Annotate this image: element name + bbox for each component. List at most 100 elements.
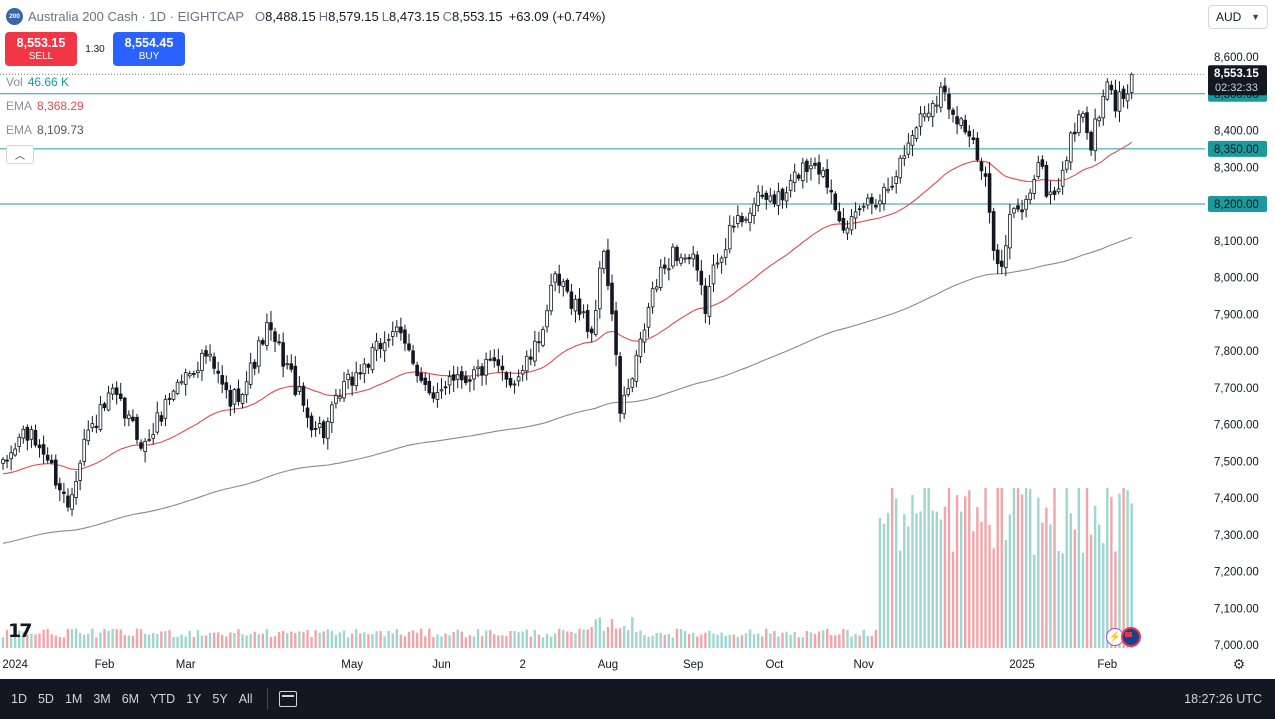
timeframe-5y[interactable]: 5Y <box>212 692 228 706</box>
candle-body <box>1044 164 1049 197</box>
candle-body <box>1068 132 1073 163</box>
volume-bar <box>805 631 809 648</box>
volume-bar <box>273 636 277 648</box>
candle-body <box>386 338 391 341</box>
volume-bar <box>375 631 378 648</box>
gear-icon[interactable]: ⚙ <box>1232 655 1246 672</box>
candle-body <box>1105 81 1110 100</box>
volume-bar <box>769 633 772 648</box>
volume-bar <box>428 628 431 648</box>
candle-body <box>29 429 34 440</box>
candle-countdown: 02:32:33 <box>1215 82 1258 94</box>
candle-body <box>1056 188 1061 193</box>
volume-legend[interactable]: Vol 46.66 K <box>6 75 69 89</box>
candle-body <box>244 381 249 396</box>
ema-fast-legend[interactable]: EMA 8,368.29 <box>6 99 84 113</box>
candle-body <box>898 157 903 179</box>
candle-body <box>350 376 354 386</box>
timeframe-3m[interactable]: 3M <box>93 692 111 706</box>
volume-bar <box>915 513 918 648</box>
utc-clock[interactable]: 18:27:26 UTC <box>1184 692 1262 706</box>
volume-bar <box>797 637 800 648</box>
sell-button[interactable]: 8,553.15 SELL <box>5 32 77 66</box>
volume-bar <box>196 630 200 648</box>
tradingview-logo-icon[interactable]: 17 <box>8 620 32 642</box>
symbol-title[interactable]: Australia 200 Cash · 1D · EIGHTCAP <box>28 8 245 24</box>
candle-body <box>208 353 212 357</box>
australia-flag-icon[interactable] <box>1121 627 1141 647</box>
volume-bar <box>302 632 305 648</box>
volume-bar <box>598 617 602 648</box>
ema-fast-line <box>2 141 1133 475</box>
volume-bar <box>476 629 480 648</box>
volume-bar <box>1102 543 1105 648</box>
candle-body <box>529 356 533 360</box>
candle-body <box>614 310 618 355</box>
candle-body <box>813 162 817 166</box>
volume-legend-label: Vol <box>6 75 23 89</box>
timeframe-1y[interactable]: 1Y <box>186 692 202 706</box>
candle-body <box>334 395 338 404</box>
candle-body <box>224 382 229 391</box>
timeframe-5d[interactable]: 5D <box>37 692 54 706</box>
timeframe-1m[interactable]: 1M <box>64 692 83 706</box>
price-axis-label: 7,700.00 <box>1214 383 1259 395</box>
volume-bar <box>748 629 752 648</box>
open-key: O <box>255 8 266 24</box>
volume-bar <box>505 636 508 648</box>
candle-body <box>443 386 448 389</box>
candle-body <box>159 415 164 422</box>
candle-body <box>853 211 858 219</box>
symbol-header[interactable]: 200 Australia 200 Cash · 1D · EIGHTCAP O… <box>6 7 605 25</box>
timeframe-all[interactable]: All <box>238 692 253 706</box>
price-axis-label: 8,400.00 <box>1214 126 1259 138</box>
candle-body <box>865 197 870 206</box>
buy-button[interactable]: 8,554.45 BUY <box>113 32 185 66</box>
volume-bar <box>647 636 650 648</box>
time-axis-label: Nov <box>853 659 874 671</box>
candle-body <box>236 388 241 402</box>
volume-bar <box>830 634 833 648</box>
candle-body <box>423 377 428 385</box>
volume-bar <box>42 629 45 648</box>
volume-bar <box>176 636 179 648</box>
time-axis[interactable]: 2024 Feb Mar May Jun 2 Aug Sep Oct Nov 2025 Feb <box>2 659 1117 671</box>
volume-bar <box>452 631 455 648</box>
volume-bar <box>793 632 796 648</box>
volume-bar <box>135 628 139 648</box>
volume-bar <box>732 634 735 648</box>
volume-bar <box>22 631 25 648</box>
candle-body <box>354 372 359 386</box>
volume-bar <box>752 634 756 648</box>
volume-bar <box>221 634 224 648</box>
calendar-icon[interactable] <box>278 691 297 707</box>
timeframe-6m[interactable]: 6M <box>121 692 140 706</box>
candle-body <box>719 257 724 263</box>
price-chart[interactable]: 7,000.00 7,100.00 7,200.00 7,300.00 7,400.00… <box>0 0 1275 679</box>
currency-select[interactable]: AUD ▼ <box>1208 5 1268 29</box>
volume-bar <box>728 635 731 648</box>
volume-bar <box>395 629 399 648</box>
volume-bar <box>890 488 894 648</box>
candle-body <box>155 412 160 433</box>
volume-bar <box>257 634 260 648</box>
volume-bar <box>574 633 577 648</box>
collapse-legend-button[interactable]: ︿ <box>6 145 34 164</box>
candle-body <box>914 127 919 139</box>
candle-body <box>947 93 951 110</box>
timeframe-1d[interactable]: 1D <box>11 692 27 706</box>
candle-body <box>849 216 854 231</box>
candle-body <box>573 298 578 312</box>
candle-body <box>399 326 403 334</box>
volume-bar <box>549 636 553 648</box>
candle-body <box>366 364 371 368</box>
volume-bar <box>696 636 699 648</box>
ema-slow-legend[interactable]: EMA 8,109.73 <box>6 123 84 137</box>
volume-bar <box>744 633 748 648</box>
candle-body <box>939 86 943 108</box>
timeframe-ytd[interactable]: YTD <box>150 692 176 706</box>
volume-bar <box>562 630 565 648</box>
time-axis-label: Feb <box>1097 659 1117 671</box>
volume-bar <box>156 634 159 648</box>
candle-body <box>110 387 115 395</box>
